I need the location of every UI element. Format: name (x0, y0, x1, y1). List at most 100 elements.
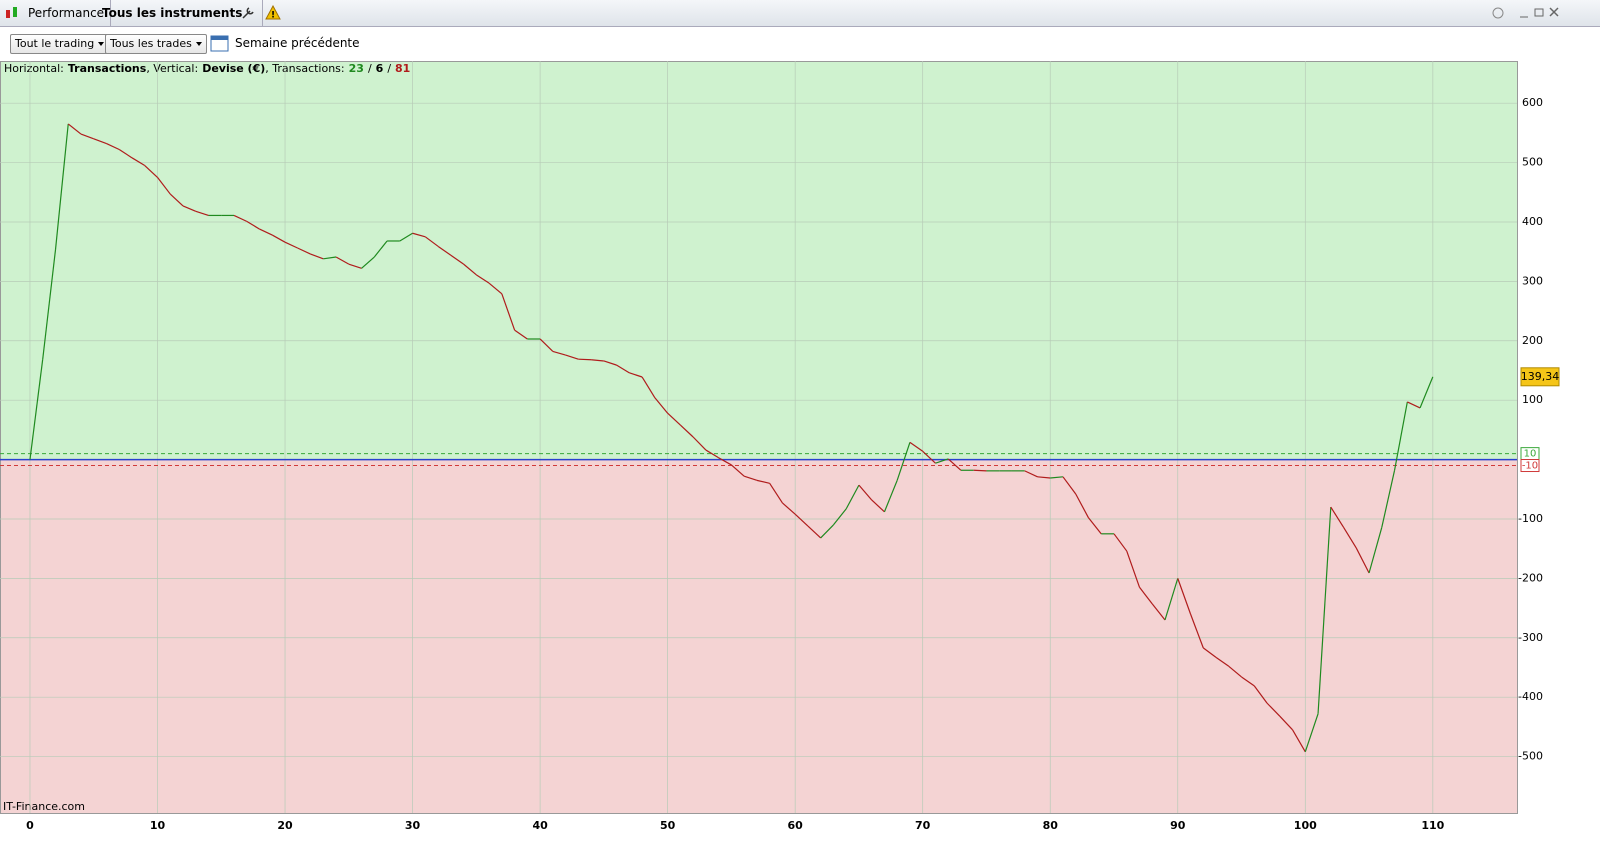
info-part: Devise (€) (202, 62, 265, 75)
line-segment (1177, 578, 1192, 615)
line-segment (1381, 470, 1396, 528)
line-segment (1037, 476, 1051, 479)
y-tick-label: 300 (1522, 274, 1543, 287)
line-segment (361, 256, 375, 269)
line-segment (794, 513, 809, 527)
line-segment (692, 436, 707, 451)
instrument-select[interactable]: Tous les instruments (96, 0, 264, 26)
line-segment (718, 457, 732, 466)
line-segment (131, 157, 146, 167)
x-tick-label: 50 (660, 819, 676, 832)
threshold-box (1520, 459, 1540, 473)
line-segment (476, 274, 490, 284)
line-segment (1292, 729, 1306, 753)
y-tick-label: -500 (1518, 750, 1543, 763)
line-segment (565, 354, 579, 360)
line-segment (667, 412, 681, 426)
line-segment (1343, 526, 1357, 549)
line-segment (1393, 401, 1408, 471)
line-segment (335, 256, 350, 265)
line-segment (807, 525, 822, 539)
y-tick-label: -100 (1518, 512, 1543, 525)
line-segment (373, 240, 388, 258)
watermark: IT-Finance.com (3, 800, 85, 813)
line-segment (284, 241, 299, 249)
info-part: Horizontal: (4, 62, 64, 75)
line-segment (233, 214, 248, 222)
threshold-label: -10 (1522, 461, 1538, 472)
x-tick-label: 10 (150, 819, 166, 832)
x-tick-label: 70 (915, 819, 931, 832)
line-segment (871, 499, 885, 513)
line-segment (909, 441, 924, 452)
info-part: / (368, 62, 372, 75)
line-segment (144, 165, 158, 178)
line-segment (1368, 527, 1383, 574)
info-part: 6 (376, 62, 384, 75)
line-segment (323, 256, 337, 260)
line-segment (616, 364, 630, 374)
title-bar: Performance Tous les instruments ! (0, 0, 1600, 27)
negative-zone (0, 459, 1517, 813)
line-segment (1139, 586, 1153, 605)
line-segment (679, 424, 694, 438)
line-segment (1088, 517, 1102, 535)
line-segment (756, 479, 770, 484)
line-segment (1126, 550, 1141, 588)
line-segment (552, 350, 566, 356)
line-segment (488, 282, 503, 295)
line-segment (654, 397, 669, 414)
line-segment (54, 123, 69, 250)
line-segment (1228, 665, 1242, 678)
line-segment (858, 484, 873, 501)
tab[interactable]: Performance (22, 0, 112, 26)
line-segment (973, 469, 987, 472)
line-segment (106, 143, 120, 151)
calendar-icon[interactable] (210, 33, 230, 53)
line-segment (169, 193, 184, 207)
y-tick-label: -200 (1518, 571, 1543, 584)
line-segment (1279, 715, 1293, 731)
line-segment (80, 133, 94, 140)
line-segment (157, 177, 171, 195)
window-controls[interactable] (1490, 5, 1570, 21)
line-segment (896, 442, 911, 481)
line-segment (1075, 493, 1090, 519)
x-tick-label: 40 (532, 819, 548, 832)
y-tick-label: 200 (1522, 334, 1543, 347)
line-segment (1355, 547, 1370, 574)
line-segment (769, 483, 783, 504)
trades-filter[interactable]: Tous les trades (105, 34, 207, 54)
x-tick-label: 90 (1170, 819, 1186, 832)
line-segment (1164, 578, 1179, 621)
info-part: , Vertical: (146, 62, 198, 75)
line-segment (641, 376, 656, 399)
line-segment (782, 502, 796, 515)
line-segment (437, 245, 452, 256)
info-part: 23 (349, 62, 364, 75)
line-segment (297, 247, 311, 255)
trading-filter[interactable]: Tout le trading (10, 34, 110, 54)
x-tick-label: 100 (1294, 819, 1317, 832)
svg-text:!: ! (271, 11, 275, 21)
line-segment (1151, 603, 1166, 621)
line-segment (1266, 702, 1281, 717)
line-segment (271, 234, 286, 243)
tool-icons[interactable]: ! (240, 5, 290, 21)
toolbar: Tout le trading Tous les trades Semaine … (0, 27, 1600, 60)
line-segment (820, 524, 834, 539)
info-part: 81 (395, 62, 410, 75)
chart-frame (0, 61, 1518, 814)
line-segment (29, 359, 44, 460)
line-segment (1202, 647, 1217, 658)
line-segment (310, 253, 324, 260)
period-label[interactable]: Semaine précédente (235, 36, 360, 50)
threshold-label: 10 (1524, 449, 1537, 460)
line-segment (578, 358, 592, 361)
line-segment (845, 484, 860, 510)
line-segment (348, 263, 362, 269)
line-segment (1189, 613, 1204, 649)
line-segment (591, 359, 604, 362)
line-segment (42, 249, 57, 360)
